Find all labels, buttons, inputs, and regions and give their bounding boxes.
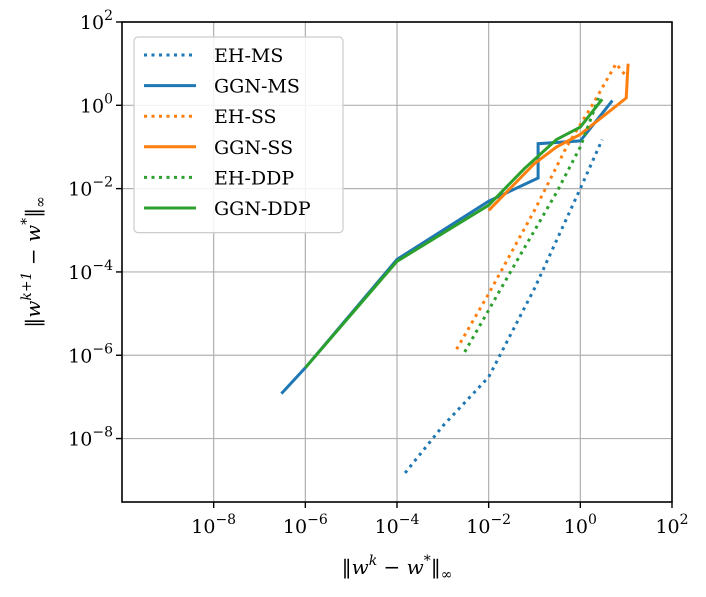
x-tick-label-2: 10−4	[375, 512, 420, 538]
series-line-eh-ms	[403, 138, 604, 474]
x-tick-label-4: 100	[564, 512, 597, 538]
legend-label-eh-ms: EH-MS	[214, 45, 283, 67]
legend: EH-MS GGN-MS EH-SS GGN-SS EH-DDP GGN-DDP	[133, 36, 344, 234]
y-tick-label-2: 10−4	[68, 258, 113, 284]
series-line-ggn-ddp	[304, 98, 604, 369]
series-lines	[280, 61, 630, 474]
ticks: 10−8 10−6 10−4 10−2 100 102 10−8 10−6 10−4 10−2 10…	[68, 8, 688, 538]
legend-label-ggn-ss: GGN-SS	[214, 137, 293, 159]
x-tick-label-1: 10−6	[283, 512, 328, 538]
y-tick-label-1: 10−6	[68, 341, 113, 367]
y-axis-label-text: ‖wk+1 − w*‖∞	[19, 196, 49, 328]
legend-label-eh-ddp: EH-DDP	[214, 167, 294, 189]
series-line-eh-ddp	[463, 97, 601, 353]
x-tick-label-3: 10−2	[466, 512, 511, 538]
y-tick-label-4: 100	[80, 91, 113, 117]
y-tick-label-0: 10−8	[68, 425, 113, 451]
y-tick-label-5: 102	[80, 8, 113, 34]
y-tick-label-3: 10−2	[68, 175, 113, 201]
legend-label-ggn-ddp: GGN-DDP	[214, 198, 311, 220]
legend-label-ggn-ms: GGN-MS	[214, 76, 300, 98]
y-axis-label: ‖wk+1 − w*‖∞	[19, 196, 49, 328]
x-tick-label-0: 10−8	[191, 512, 236, 538]
series-line-ggn-ss	[487, 63, 630, 212]
x-axis-label-text: ‖wk − w*‖∞	[342, 553, 453, 583]
x-tick-label-5: 102	[655, 512, 688, 538]
x-axis-label: ‖wk − w*‖∞	[342, 553, 453, 583]
legend-label-eh-ss: EH-SS	[214, 106, 277, 128]
